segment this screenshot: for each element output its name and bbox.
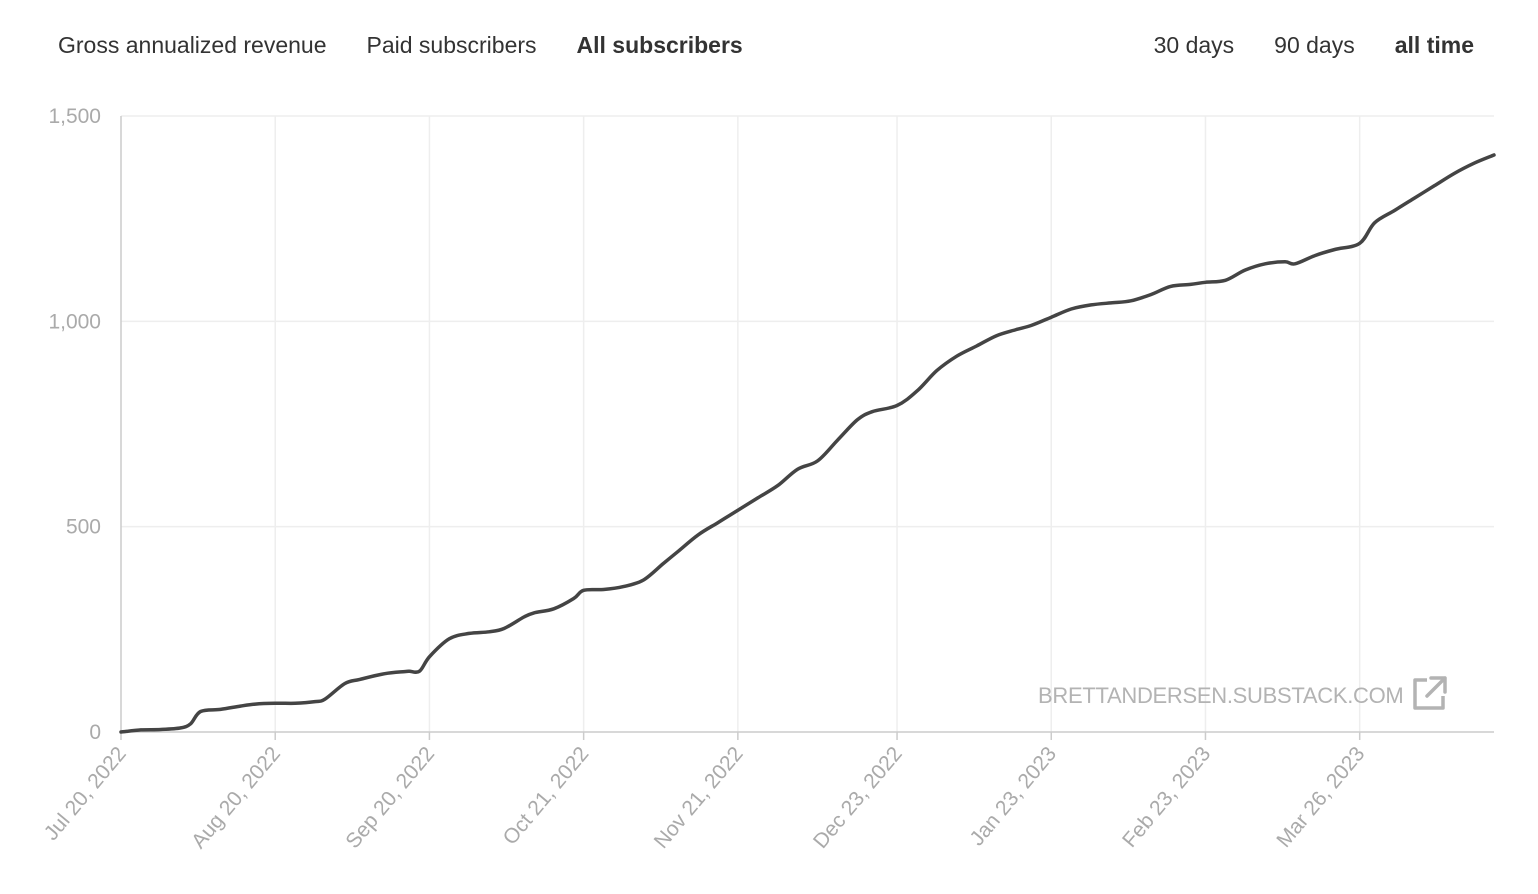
x-tick-label: Oct 21, 2022 [499,742,594,849]
x-tick-label: Aug 20, 2022 [187,742,285,853]
x-tick-label: Jul 20, 2022 [40,742,131,844]
x-tick-label: Nov 21, 2022 [650,742,748,852]
tab-all-time[interactable]: all time [1394,32,1474,58]
tab-90-days[interactable]: 90 days [1274,32,1355,58]
y-tick-label: 1,500 [48,105,101,128]
external-link-icon [1411,674,1449,718]
x-tick-label: Sep 20, 2022 [341,742,439,853]
x-tick-label: Jan 23, 2023 [965,742,1061,850]
grid [121,115,1494,732]
axes [120,116,1494,740]
x-tick-label: Dec 23, 2022 [809,742,907,852]
x-tick-label: Mar 26, 2023 [1272,742,1369,852]
series-layer [119,153,1496,734]
y-tick-label: 500 [66,516,101,539]
x-tick-label: Feb 23, 2023 [1118,742,1215,852]
tab-30-days[interactable]: 30 days [1153,32,1235,58]
watermark-text: BRETTANDERSEN.SUBSTACK.COM [1038,683,1404,708]
series-line-all-subscribers [119,153,1496,734]
tab-gross-annualized-revenue[interactable]: Gross annualized revenue [58,32,327,58]
range-tabs: 30 days 90 days all time [1154,32,1474,59]
y-tick-label: 0 [89,721,101,744]
watermark-link[interactable]: BRETTANDERSEN.SUBSTACK.COM [1038,674,1449,718]
y-tick-label: 1,000 [48,310,101,333]
metric-tabs: Gross annualized revenue Paid subscriber… [58,32,743,59]
tab-all-subscribers[interactable]: All subscribers [576,32,743,58]
tick-labels: 0 500 1,000 1,500 Jul 20, 2022 Aug 20, 2022 Se… [40,105,1370,853]
tab-paid-subscribers[interactable]: Paid subscribers [366,32,537,58]
